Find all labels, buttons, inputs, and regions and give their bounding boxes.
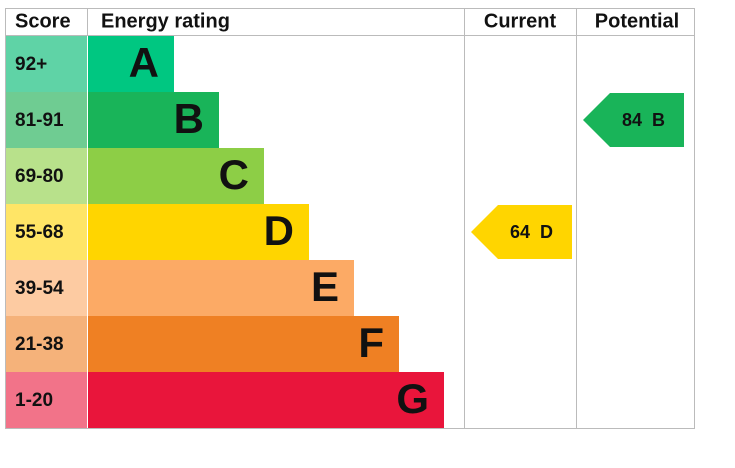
band-bar xyxy=(88,260,354,316)
band-score: 55-68 xyxy=(15,222,64,243)
score-cell xyxy=(6,148,87,204)
band-score: 21-38 xyxy=(15,334,64,355)
score-cell xyxy=(6,92,87,148)
potential-arrow xyxy=(583,93,684,147)
band-score: 92+ xyxy=(15,54,47,75)
band-score: 69-80 xyxy=(15,166,64,187)
header-rating: Energy rating xyxy=(101,10,230,32)
band-score: 81-91 xyxy=(15,110,64,131)
current-letter: D xyxy=(540,222,553,242)
potential-letter: B xyxy=(652,110,665,130)
band-bar xyxy=(88,148,264,204)
header-potential: Potential xyxy=(595,10,679,32)
band-letter: E xyxy=(311,263,339,310)
score-cell xyxy=(6,316,87,372)
current-label: 64 D xyxy=(510,222,553,242)
score-cell xyxy=(6,204,87,260)
potential-label: 84 B xyxy=(622,110,665,130)
header-score: Score xyxy=(15,10,71,32)
score-cell xyxy=(6,260,87,316)
band-letter: A xyxy=(129,39,159,86)
current-arrow xyxy=(471,205,572,259)
frame xyxy=(5,8,695,429)
band-letter: C xyxy=(219,151,249,198)
band-letter: F xyxy=(358,319,384,366)
potential-value: 84 xyxy=(622,110,642,130)
band-letter: G xyxy=(396,375,429,422)
band-bar xyxy=(88,92,219,148)
band-letter: B xyxy=(174,95,204,142)
band-bar xyxy=(88,316,399,372)
band-letter: D xyxy=(264,207,294,254)
current-value: 64 xyxy=(510,222,530,242)
score-cell xyxy=(6,36,87,92)
score-cell xyxy=(6,372,87,428)
band-bar xyxy=(88,204,309,260)
band-bar xyxy=(88,36,174,92)
band-score: 1-20 xyxy=(15,390,53,411)
header-current: Current xyxy=(484,10,557,32)
band-bar xyxy=(88,372,444,428)
band-score: 39-54 xyxy=(15,278,64,299)
